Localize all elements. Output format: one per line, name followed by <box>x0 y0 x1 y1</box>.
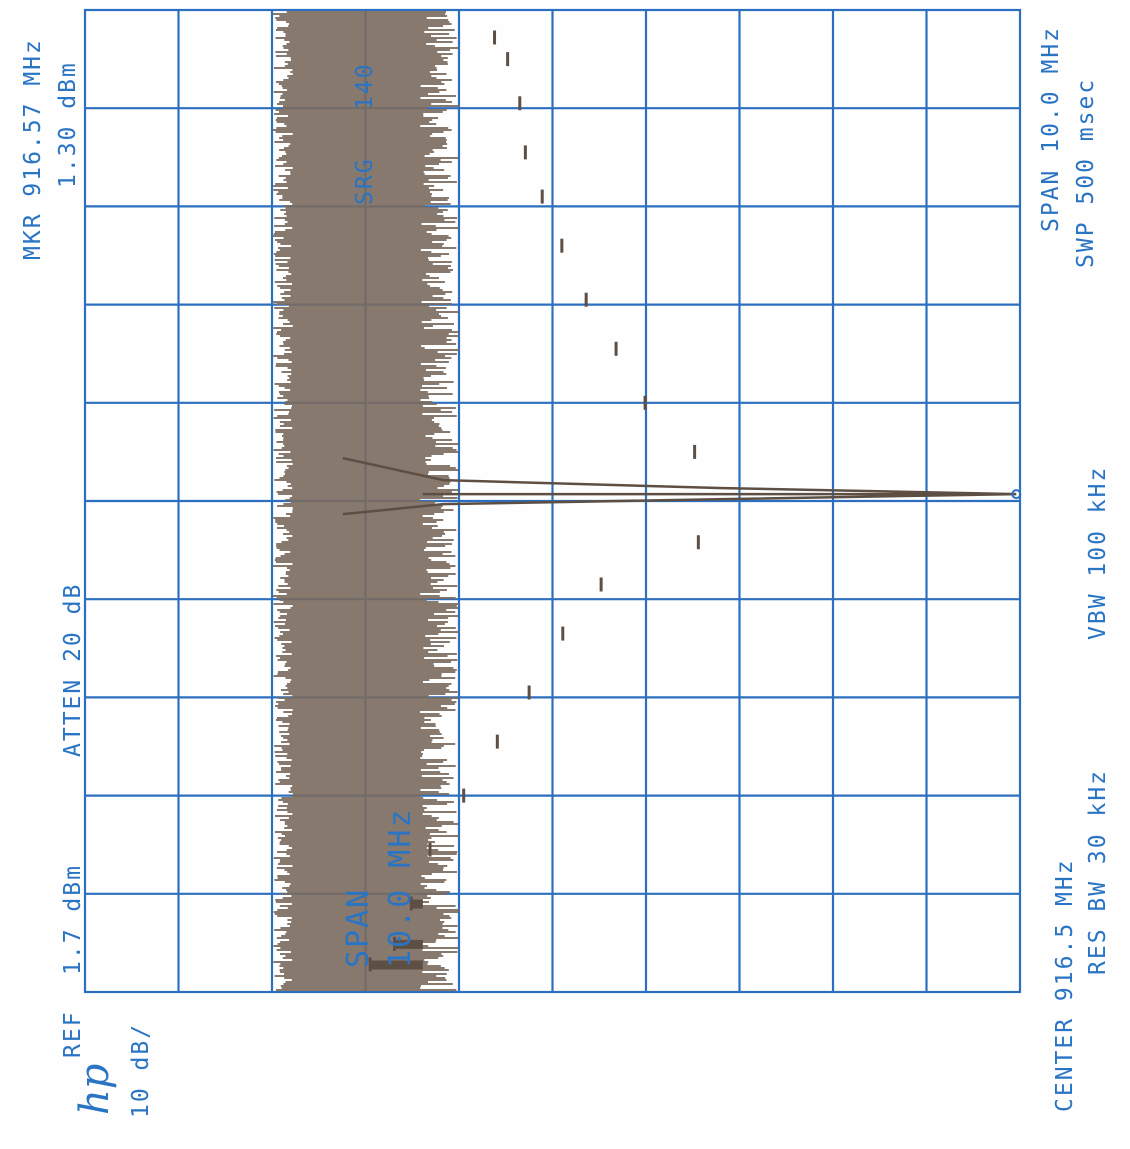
ref-level: 1.7 dBm <box>60 864 86 975</box>
marker-level: 1.30 dBm <box>55 61 81 188</box>
spectrum-trace <box>272 11 1022 991</box>
marker-dot <box>1011 489 1022 500</box>
spur-1 <box>368 957 423 972</box>
spur-bar <box>370 960 423 970</box>
spur-2 <box>392 936 423 951</box>
carrier-trace <box>342 456 1017 516</box>
scale-per-div: 10 dB/ <box>128 1023 154 1118</box>
ref-label: REF <box>60 1010 86 1058</box>
center-frequency: CENTER 916.5 MHz <box>1052 858 1078 1112</box>
resolution-bandwidth: RES BW 30 kHz <box>1085 769 1111 975</box>
noise-floor <box>272 11 460 991</box>
frequency-span: SPAN 10.0 MHz <box>1038 26 1064 232</box>
hp-logo: hp <box>72 1064 118 1115</box>
spur-bar <box>411 899 423 909</box>
sr-annotation: SRG <box>352 157 378 205</box>
spur-bar <box>394 939 423 949</box>
attenuation: ATTEN 20 dB <box>60 583 86 757</box>
sweep-time: SWP 500 msec <box>1073 78 1099 268</box>
spur-3 <box>409 896 423 911</box>
marker-frequency: MKR 916.57 MHz <box>20 38 46 260</box>
graticule <box>83 8 1022 994</box>
span-annotation-value: 10.0 MHz <box>383 808 418 969</box>
sr-value: 140 <box>352 62 378 110</box>
span-annotation-title: SPAN <box>341 888 376 968</box>
video-bandwidth: VBW 100 kHz <box>1085 466 1111 640</box>
